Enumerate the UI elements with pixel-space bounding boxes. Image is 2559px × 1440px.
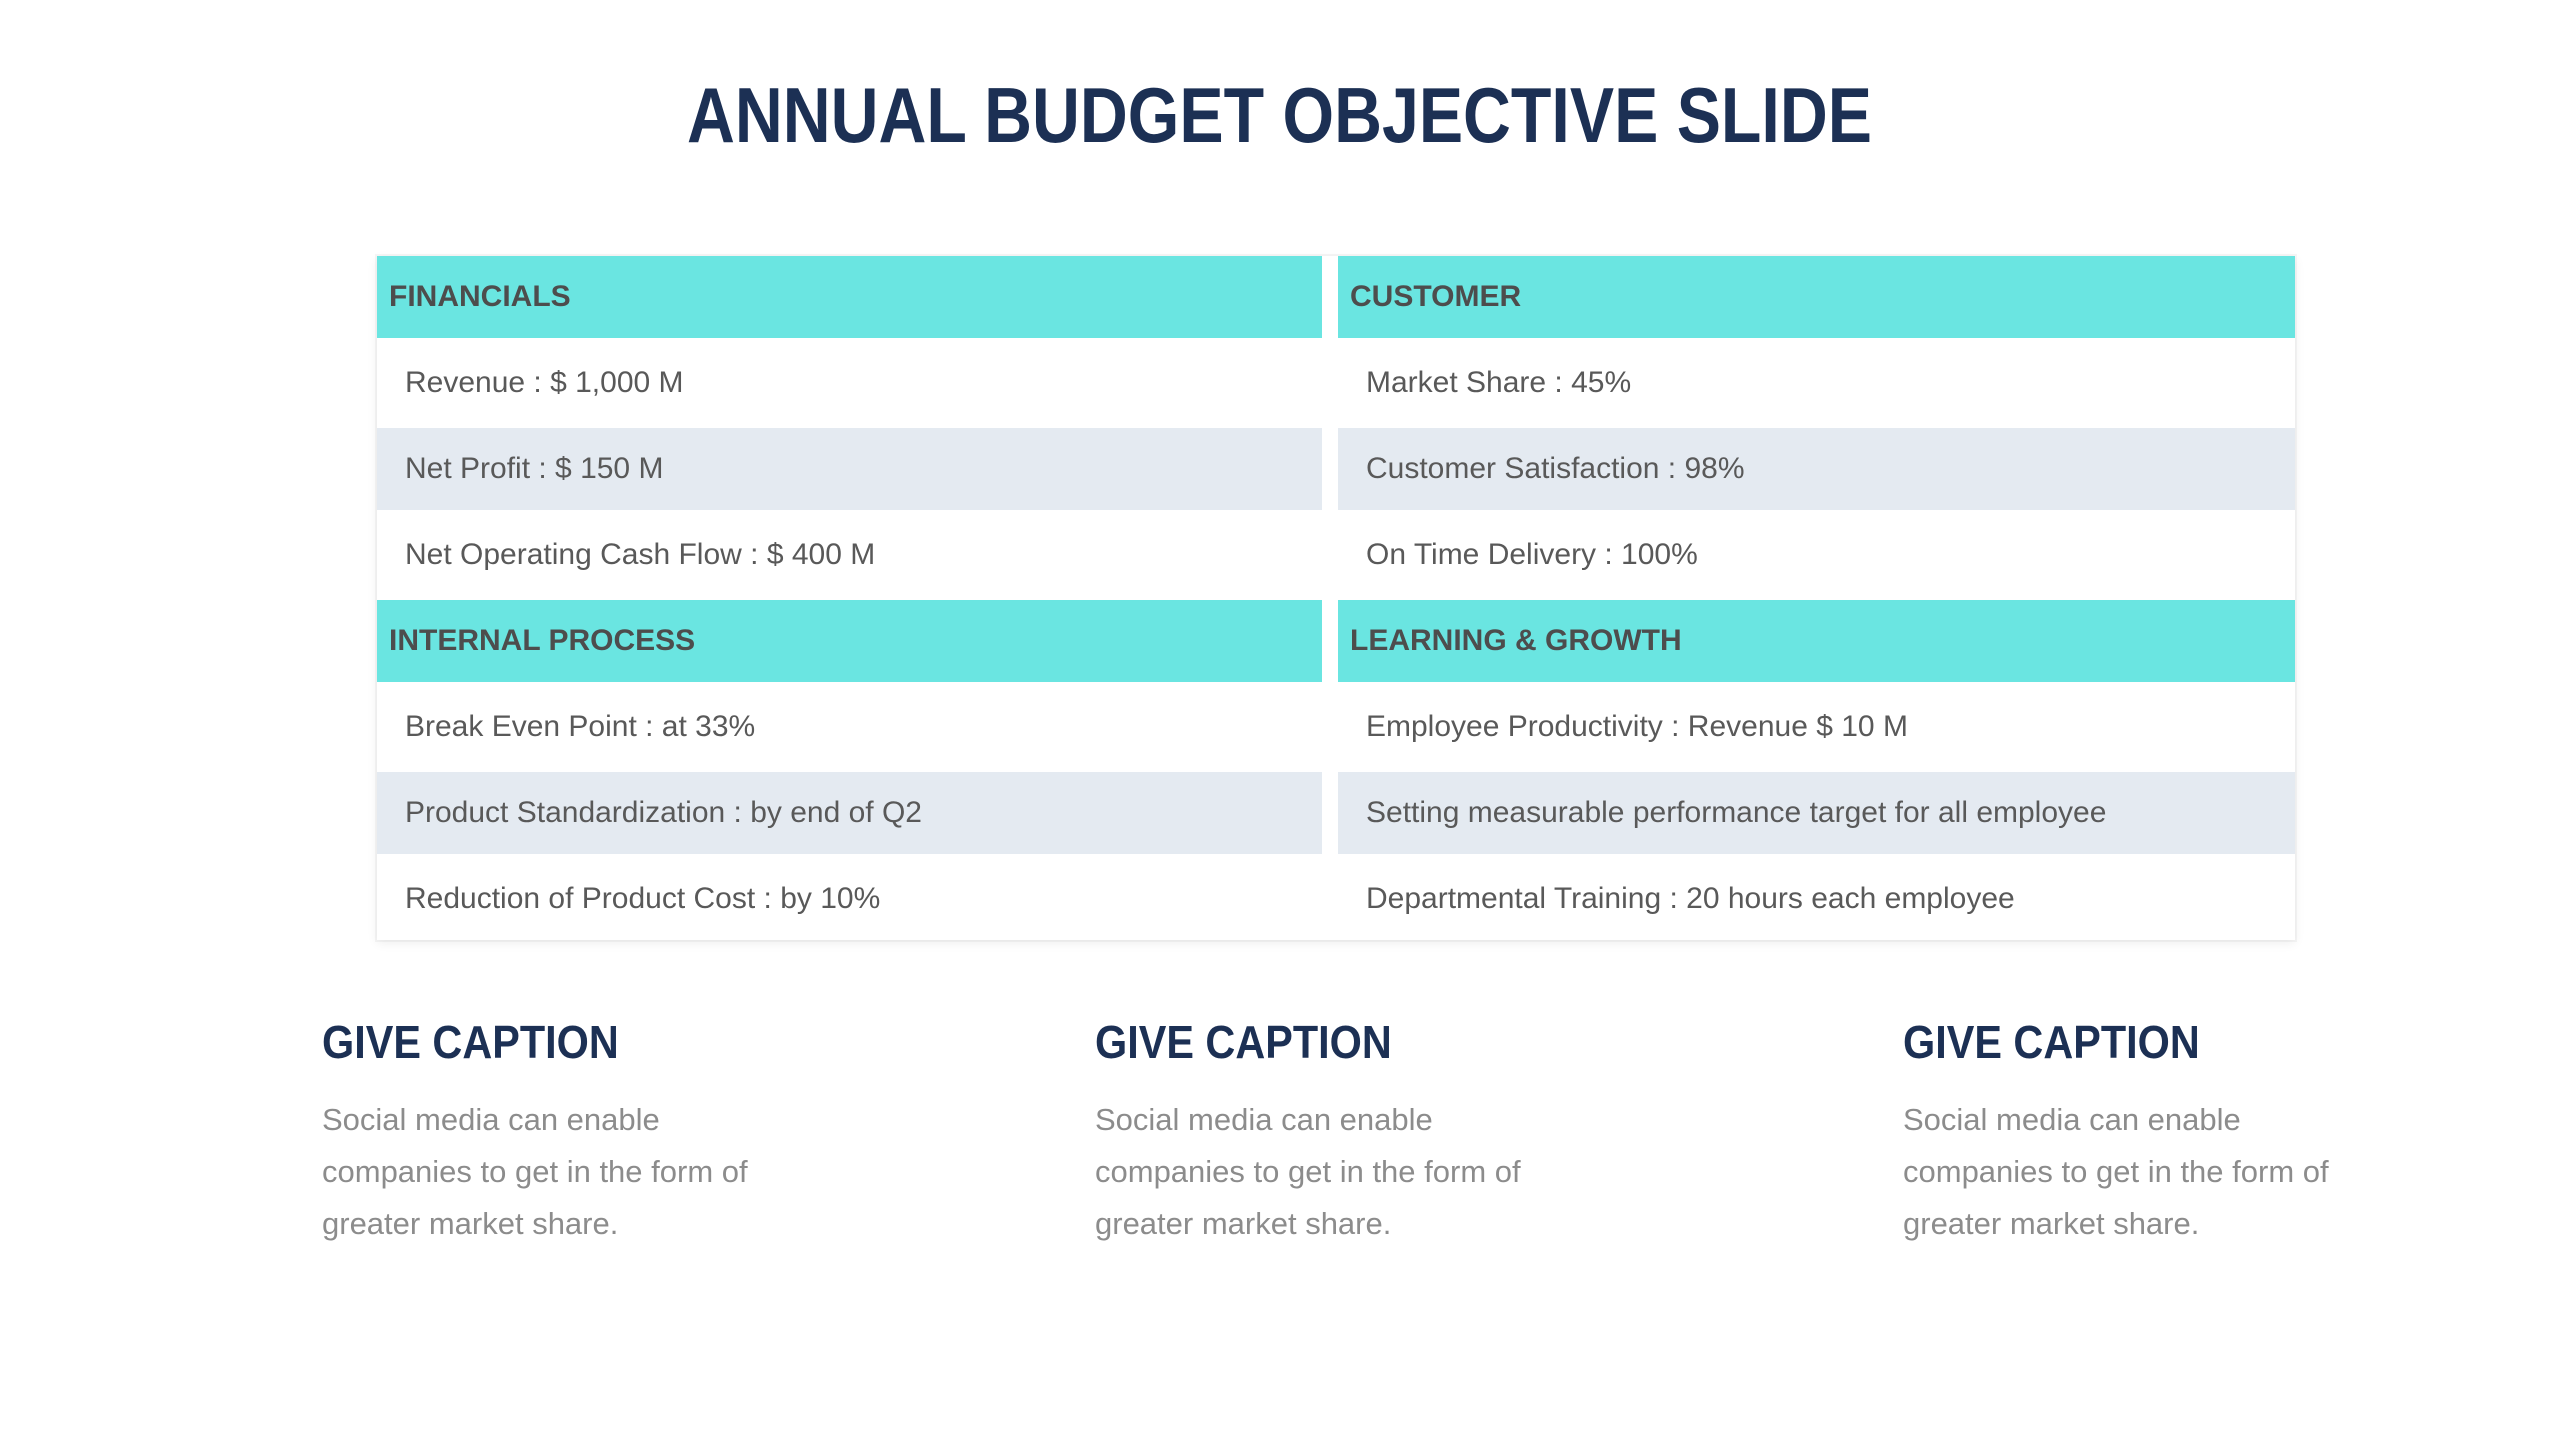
caption-block-3: GIVE CAPTION Social media can enable com…: [1903, 1019, 2463, 1250]
slide-title: ANNUAL BUDGET OBJECTIVE SLIDE: [687, 71, 1872, 159]
caption-2-title: GIVE CAPTION: [1095, 1016, 1392, 1068]
caption-3-line-2: companies to get in the form of: [1903, 1154, 2329, 1189]
caption-1-title: GIVE CAPTION: [322, 1016, 619, 1068]
cell-product-standardization: Product Standardization : by end of Q2: [377, 772, 1322, 854]
caption-3-line-1: Social media can enable: [1903, 1102, 2241, 1137]
cell-product-cost-reduction: Reduction of Product Cost : by 10%: [377, 858, 1322, 940]
cell-employee-productivity: Employee Productivity : Revenue $ 10 M: [1338, 686, 2295, 768]
quadrant-header-learning-growth: LEARNING & GROWTH: [1338, 600, 2295, 682]
budget-objective-table: FINANCIALS CUSTOMER Revenue : $ 1,000 M …: [377, 256, 2295, 940]
cell-net-operating-cash-flow: Net Operating Cash Flow : $ 400 M: [377, 514, 1322, 596]
cell-revenue: Revenue : $ 1,000 M: [377, 342, 1322, 424]
caption-1-body: Social media can enable companies to get…: [322, 1094, 882, 1250]
caption-3-line-3: greater market share.: [1903, 1206, 2200, 1241]
cell-on-time-delivery: On Time Delivery : 100%: [1338, 514, 2295, 596]
caption-2-line-1: Social media can enable: [1095, 1102, 1433, 1137]
caption-1-line-2: companies to get in the form of: [322, 1154, 748, 1189]
caption-2-line-3: greater market share.: [1095, 1206, 1392, 1241]
quadrant-header-financials: FINANCIALS: [377, 256, 1322, 338]
caption-2-body: Social media can enable companies to get…: [1095, 1094, 1655, 1250]
caption-1-line-1: Social media can enable: [322, 1102, 660, 1137]
cell-performance-target: Setting measurable performance target fo…: [1338, 772, 2295, 854]
cell-departmental-training: Departmental Training : 20 hours each em…: [1338, 858, 2295, 940]
caption-2-line-2: companies to get in the form of: [1095, 1154, 1521, 1189]
cell-break-even-point: Break Even Point : at 33%: [377, 686, 1322, 768]
caption-block-1: GIVE CAPTION Social media can enable com…: [322, 1019, 882, 1250]
caption-block-2: GIVE CAPTION Social media can enable com…: [1095, 1019, 1655, 1250]
caption-3-title: GIVE CAPTION: [1903, 1016, 2200, 1068]
cell-customer-satisfaction: Customer Satisfaction : 98%: [1338, 428, 2295, 510]
quadrant-header-customer: CUSTOMER: [1338, 256, 2295, 338]
caption-1-line-3: greater market share.: [322, 1206, 619, 1241]
caption-3-body: Social media can enable companies to get…: [1903, 1094, 2463, 1250]
cell-market-share: Market Share : 45%: [1338, 342, 2295, 424]
cell-net-profit: Net Profit : $ 150 M: [377, 428, 1322, 510]
quadrant-header-internal-process: INTERNAL PROCESS: [377, 600, 1322, 682]
